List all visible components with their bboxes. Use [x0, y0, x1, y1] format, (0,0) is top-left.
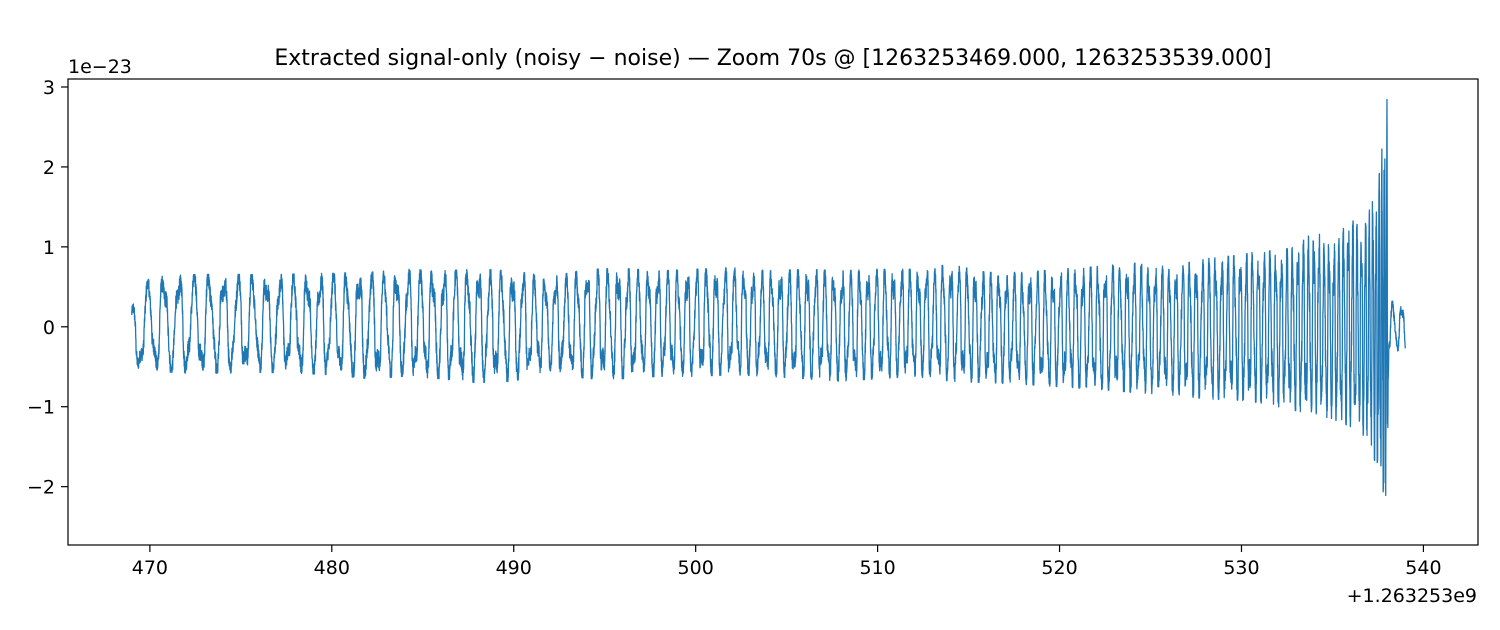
x-tick-label: 490 [496, 557, 532, 579]
axes-frame [67, 78, 1479, 546]
x-tick-label: 520 [1041, 557, 1077, 579]
y-tick-label: −2 [27, 477, 55, 499]
x-axis: 470 480 490 500 510 520 530 540 [132, 545, 1442, 579]
x-tick-label: 540 [1405, 557, 1441, 579]
y-scale-label: 1e−23 [68, 56, 132, 78]
chart-title: Extracted signal-only (noisy − noise) — … [274, 46, 1271, 71]
x-tick-label: 470 [132, 557, 168, 579]
x-offset-label: +1.263253e9 [1347, 585, 1477, 607]
y-tick-label: 1 [43, 237, 55, 259]
y-tick-label: 3 [43, 77, 55, 99]
x-tick-label: 530 [1223, 557, 1259, 579]
x-tick-label: 510 [859, 557, 895, 579]
signal-series-line [131, 98, 1406, 496]
y-tick-label: 0 [43, 317, 55, 339]
x-tick-label: 480 [314, 557, 350, 579]
x-tick-label: 500 [678, 557, 714, 579]
y-tick-label: −1 [27, 397, 55, 419]
y-axis: −2 −1 0 1 2 3 [27, 77, 68, 499]
y-tick-label: 2 [43, 157, 55, 179]
plot-area [131, 98, 1406, 496]
